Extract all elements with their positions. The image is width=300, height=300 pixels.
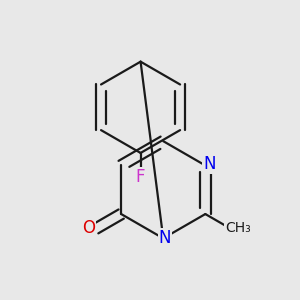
Text: O: O	[82, 219, 95, 237]
Text: F: F	[136, 168, 145, 186]
Text: CH₃: CH₃	[225, 221, 250, 236]
Text: N: N	[203, 155, 216, 173]
Text: N: N	[158, 229, 171, 247]
